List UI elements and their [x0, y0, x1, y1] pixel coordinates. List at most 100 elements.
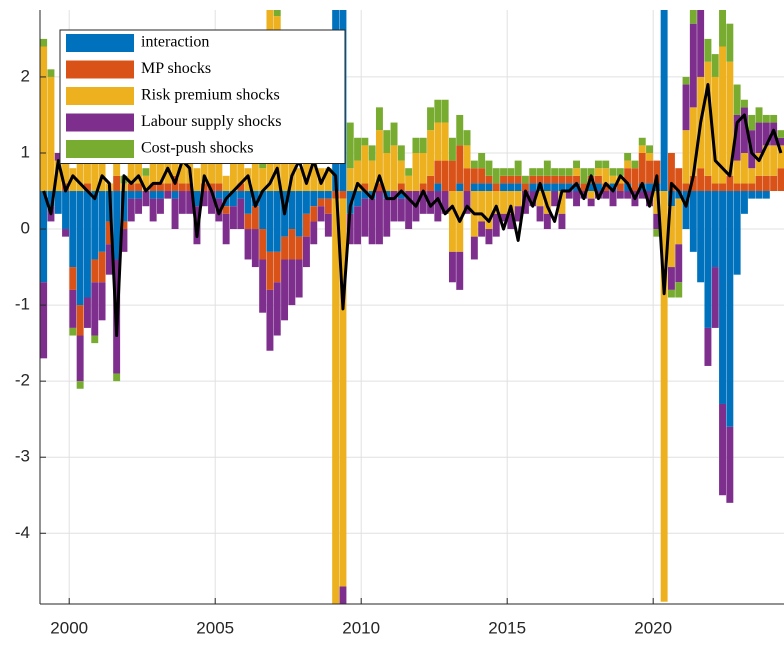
bar-segment [281, 152, 289, 192]
bar-segment [602, 191, 610, 199]
bar-segment [500, 183, 508, 192]
legend-swatch [66, 34, 134, 52]
bar-segment [653, 160, 661, 184]
bar-segment [514, 160, 522, 176]
bar-segment [492, 191, 500, 214]
bar-segment [667, 152, 675, 192]
bar-segment [244, 213, 252, 230]
bar-segment [164, 191, 172, 199]
bar-segment [733, 114, 741, 161]
bar-segment [434, 122, 442, 161]
bar-segment [310, 206, 318, 222]
bar-segment [587, 198, 595, 207]
bar-segment [470, 160, 478, 169]
bar-segment [193, 168, 201, 192]
bar-segment [755, 191, 763, 199]
bar-segment [485, 183, 493, 192]
bar-segment [646, 152, 654, 161]
bar-segment [624, 160, 632, 169]
bar-segment [646, 183, 654, 192]
bar-segment [573, 175, 581, 184]
bar-segment [733, 84, 741, 115]
bar-segment [456, 145, 464, 184]
bar-segment [397, 191, 405, 199]
bar-segment [281, 236, 289, 260]
bar-segment [573, 183, 581, 192]
bar-segment [171, 191, 179, 199]
bar-segment [441, 99, 449, 123]
bar-segment [755, 175, 763, 192]
bar-segment [324, 168, 332, 192]
bar-segment [762, 191, 770, 199]
bar-segment [266, 251, 274, 290]
bar-segment [711, 191, 719, 268]
bar-segment [762, 122, 770, 146]
bar-segment [646, 145, 654, 153]
bar-segment [427, 191, 435, 214]
bar-segment [281, 259, 289, 321]
bar-segment [748, 191, 756, 199]
bar-segment [310, 221, 318, 245]
bar-segment [149, 198, 157, 222]
bar-segment [98, 282, 106, 321]
bar-segment [638, 191, 646, 199]
bar-segment [324, 213, 332, 237]
bar-segment [156, 160, 164, 184]
bar-segment [251, 160, 259, 192]
bar-segment [675, 191, 683, 199]
bar-segment [514, 175, 522, 184]
bar-segment [719, 46, 727, 184]
bar-segment [456, 183, 464, 192]
bar-segment [383, 152, 391, 192]
bar-segment [251, 229, 259, 268]
bar-segment [149, 183, 157, 192]
bar-segment [273, 251, 281, 283]
y-tick-label: -1 [15, 295, 30, 314]
y-tick-label: 0 [21, 219, 30, 238]
bar-segment [156, 183, 164, 192]
bar-segment [208, 191, 216, 214]
bar-segment [689, 23, 697, 108]
bar-segment [726, 426, 734, 503]
bar-segment [543, 160, 551, 176]
bar-segment [83, 191, 91, 298]
bar-segment [726, 23, 734, 62]
bar-segment [638, 145, 646, 153]
bar-segment [624, 183, 632, 192]
bar-segment [434, 160, 442, 184]
bar-segment [419, 191, 427, 214]
bar-segment [339, 586, 347, 604]
bar-segment [259, 191, 267, 230]
bar-segment [244, 191, 252, 214]
bar-segment [507, 183, 515, 192]
bar-segment [441, 191, 449, 214]
bar-segment [514, 206, 522, 222]
bar-segment [777, 137, 784, 146]
bar-segment [675, 244, 683, 283]
bar-segment [558, 168, 566, 176]
bar-segment [427, 107, 435, 131]
bar-segment [434, 191, 442, 222]
bar-segment [178, 191, 186, 214]
bar-segment [609, 183, 617, 192]
bar-segment [733, 191, 741, 275]
bar-segment [76, 381, 84, 389]
bar-segment [193, 191, 201, 207]
bar-segment [492, 183, 500, 192]
bar-segment [521, 183, 529, 192]
bar-segment [770, 145, 778, 176]
legend-label: MP shocks [141, 60, 211, 77]
bar-segment [558, 191, 566, 214]
bar-segment [719, 191, 727, 404]
bar-segment [251, 206, 259, 230]
bar-segment [587, 183, 595, 192]
bar-segment [704, 38, 712, 62]
bar-segment [536, 175, 544, 184]
bar-segment [288, 191, 296, 230]
bar-segment [186, 191, 194, 214]
bar-segment [748, 168, 756, 184]
bar-segment [667, 206, 675, 268]
bar-segment [237, 183, 245, 192]
bar-segment [587, 168, 595, 176]
